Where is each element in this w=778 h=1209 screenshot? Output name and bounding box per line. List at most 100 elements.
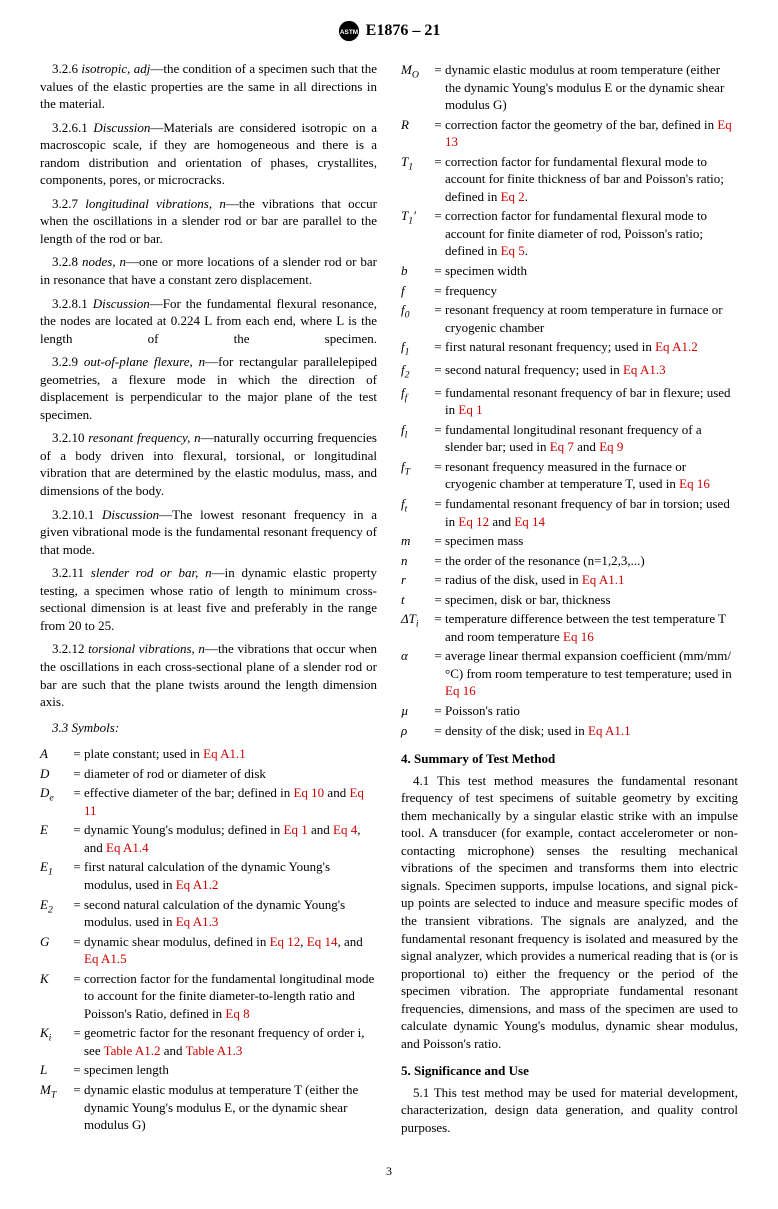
equals: = — [70, 744, 84, 764]
symbol: fT — [401, 457, 431, 494]
symbol-definition: second natural calculation of the dynami… — [84, 895, 377, 932]
symbol: D — [40, 764, 70, 784]
equals: = — [431, 261, 445, 281]
symbol: A — [40, 744, 70, 764]
equation-link[interactable]: Eq 8 — [225, 1006, 249, 1021]
symbol: E2 — [40, 895, 70, 932]
equals: = — [70, 764, 84, 784]
definition-number: 3.2.10.1 — [52, 507, 102, 522]
symbol-row: MO=dynamic elastic modulus at room tempe… — [401, 60, 738, 115]
svg-text:ASTM: ASTM — [340, 29, 358, 36]
equation-link[interactable]: Eq A1.3 — [623, 362, 666, 377]
symbol-row: T1=correction factor for fundamental fle… — [401, 152, 738, 207]
symbol: ρ — [401, 721, 431, 741]
symbols-heading: 3.3 Symbols: — [52, 719, 377, 737]
symbol-row: α=average linear thermal expansion coeff… — [401, 646, 738, 701]
symbol-row: f=frequency — [401, 281, 738, 301]
equation-link[interactable]: Table A1.3 — [186, 1043, 243, 1058]
section-heading: 4. Summary of Test Method — [401, 750, 738, 768]
symbol-definition: temperature difference between the test … — [445, 609, 738, 646]
symbol-row: E2=second natural calculation of the dyn… — [40, 895, 377, 932]
definition-number: 3.2.8.1 — [52, 296, 93, 311]
equation-link[interactable]: Eq 12 — [458, 514, 489, 529]
symbol: r — [401, 570, 431, 590]
equation-link[interactable]: Eq A1.1 — [588, 723, 631, 738]
equation-link[interactable]: Eq A1.3 — [176, 914, 219, 929]
symbol: R — [401, 115, 431, 152]
equation-link[interactable]: Table A1.2 — [104, 1043, 161, 1058]
paragraph: 4.1 This test method measures the fundam… — [401, 772, 738, 1053]
equation-link[interactable]: Eq 16 — [445, 683, 476, 698]
equals: = — [70, 969, 84, 1024]
symbol-row: L=specimen length — [40, 1060, 377, 1080]
symbol: α — [401, 646, 431, 701]
symbol: De — [40, 783, 70, 820]
equation-link[interactable]: Eq 16 — [679, 476, 710, 491]
symbol: f0 — [401, 300, 431, 337]
equation-link[interactable]: Eq A1.2 — [176, 877, 219, 892]
equation-link[interactable]: Eq 4 — [333, 822, 357, 837]
symbol-row: f0=resonant frequency at room temperatur… — [401, 300, 738, 337]
symbol-definition: geometric factor for the resonant freque… — [84, 1023, 377, 1060]
equation-link[interactable]: Eq 13 — [445, 117, 732, 150]
equation-link[interactable]: Eq 14 — [307, 934, 338, 949]
equation-link[interactable]: Eq A1.4 — [106, 840, 149, 855]
paragraph: 5.1 This test method may be used for mat… — [401, 1084, 738, 1137]
equals: = — [431, 457, 445, 494]
symbol-row: r=radius of the disk, used in Eq A1.1 — [401, 570, 738, 590]
equation-link[interactable]: Eq 10 — [293, 785, 324, 800]
symbol-definition: effective diameter of the bar; defined i… — [84, 783, 377, 820]
symbol: b — [401, 261, 431, 281]
equation-link[interactable]: Eq 5 — [501, 243, 525, 258]
symbol-definition: density of the disk; used in Eq A1.1 — [445, 721, 738, 741]
symbol-definition: first natural calculation of the dynamic… — [84, 857, 377, 894]
definition-entry: 3.2.10 resonant frequency, n—naturally o… — [40, 429, 377, 499]
symbol: MT — [40, 1080, 70, 1135]
symbol-definition: dynamic elastic modulus at room temperat… — [445, 60, 738, 115]
equals: = — [431, 590, 445, 610]
equation-link[interactable]: Eq A1.5 — [84, 951, 127, 966]
symbol: f — [401, 281, 431, 301]
symbol: G — [40, 932, 70, 969]
equation-link[interactable]: Eq 7 — [550, 439, 574, 454]
symbol-definition: average linear thermal expansion coeffic… — [445, 646, 738, 701]
para-number: 5.1 — [413, 1085, 434, 1100]
equation-link[interactable]: Eq 1 — [458, 402, 482, 417]
equation-link[interactable]: Eq 16 — [563, 629, 594, 644]
equals: = — [70, 1060, 84, 1080]
symbol: µ — [401, 701, 431, 721]
equation-link[interactable]: Eq 12 — [270, 934, 301, 949]
equation-link[interactable]: Eq 1 — [284, 822, 308, 837]
definition-term: out-of-plane flexure, n — [84, 354, 205, 369]
equation-link[interactable]: Eq 9 — [599, 439, 623, 454]
symbol: E — [40, 820, 70, 857]
equals: = — [70, 857, 84, 894]
equals: = — [70, 820, 84, 857]
right-column: MO = dynamic elastic modulus at room tempe… — [401, 60, 738, 1143]
symbol-row: µ=Poisson's ratio — [401, 701, 738, 721]
equals: = — [431, 721, 445, 741]
equation-link[interactable]: Eq A1.1 — [203, 746, 246, 761]
symbol-row: f1=first natural resonant frequency; use… — [401, 337, 738, 360]
definition-entry: 3.2.6 isotropic, adj—the condition of a … — [40, 60, 377, 113]
equation-link[interactable]: Eq 14 — [514, 514, 545, 529]
equation-link[interactable]: Eq 2 — [501, 189, 525, 204]
equals: = — [431, 609, 445, 646]
symbol-definition: dynamic Young's modulus; defined in Eq 1… — [84, 820, 377, 857]
definition-term: nodes, n — [82, 254, 126, 269]
symbol-definition: fundamental resonant frequency of bar in… — [445, 383, 738, 420]
equals: = — [431, 494, 445, 531]
symbol: K — [40, 969, 70, 1024]
symbol-row: T1′=correction factor for fundamental fl… — [401, 206, 738, 261]
definition-term: Discussion — [93, 120, 150, 135]
equation-link[interactable]: Eq A1.2 — [655, 339, 698, 354]
definition-number: 3.2.10 — [52, 430, 88, 445]
symbol: MO — [401, 60, 431, 115]
equals: = — [70, 895, 84, 932]
equals: = — [70, 783, 84, 820]
left-column: 3.2.6 isotropic, adj—the condition of a … — [40, 60, 377, 1143]
page-number: 3 — [40, 1163, 738, 1179]
symbol: T1′ — [401, 206, 431, 261]
equation-link[interactable]: Eq A1.1 — [582, 572, 625, 587]
symbol-definition: frequency — [445, 281, 738, 301]
